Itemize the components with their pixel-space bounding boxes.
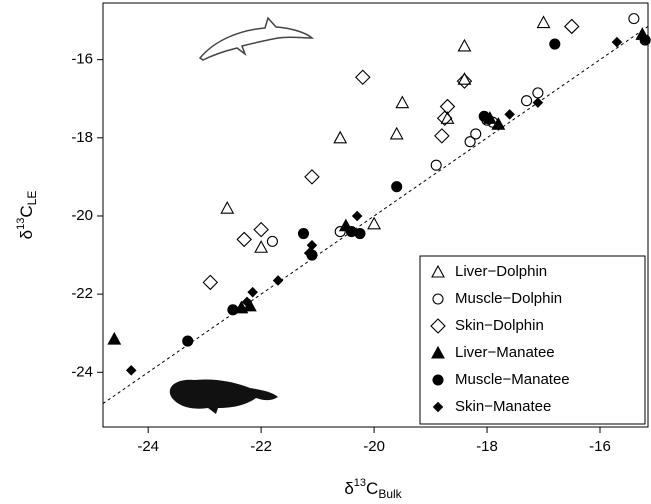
point [266,235,278,247]
y-tick-label: -18 [71,129,93,146]
x-label-sup: 13 [354,477,366,489]
plot-frame [102,2,649,428]
legend-label: Liver−Manatee [455,344,555,361]
point [297,228,310,240]
legend-marker [432,293,444,305]
y-label-main: C [17,205,36,217]
y-label-prefix: δ [17,230,36,239]
point [436,110,453,127]
point [563,18,580,35]
point [247,286,258,298]
legend-marker [430,318,446,334]
point [504,109,515,120]
point [355,69,371,86]
y-tick-label: -24 [71,363,93,380]
point [241,296,253,308]
legend-label: Skin−Dolphin [455,317,544,334]
point [549,38,561,50]
point [351,210,363,222]
legend-label: Skin−Manatee [455,398,551,415]
y-label-sub: LE [25,191,39,206]
point [491,116,506,130]
y-tick-label: -22 [71,285,93,302]
point [457,72,472,85]
point [457,38,472,52]
legend-label: Liver−Dolphin [455,263,547,280]
point [391,181,403,193]
y-label-sup: 13 [15,218,27,230]
point [182,335,194,347]
x-tick-label: -22 [250,438,272,455]
legend-label: Muscle−Manatee [455,371,570,388]
point [536,15,551,29]
y-tick-label: -20 [71,207,93,224]
x-tick-label: -18 [476,438,498,455]
legend-label: Muscle−Dolphin [455,290,562,307]
point [456,73,473,89]
point [470,128,482,140]
point [464,136,476,148]
point [303,247,315,259]
point [253,221,269,238]
legend-marker [432,401,444,413]
point [236,231,252,248]
point [521,95,533,107]
point [389,126,404,140]
x-tick-label: -20 [363,438,385,455]
point [306,240,318,251]
point [354,228,366,240]
x-label-main: C [366,479,378,498]
y-axis-label: δ13CLE [15,191,39,240]
point [430,159,442,171]
point [532,97,544,108]
point [439,98,456,115]
reference-line [102,26,649,404]
legend-marker [431,345,445,359]
point [628,13,640,25]
point [227,304,239,316]
x-tick-label: -16 [589,438,611,455]
legend: Liver−Dolphin Muscle−Dolphin Skin−Dolphin L… [419,255,646,425]
point [639,34,651,46]
point [395,95,410,109]
point [333,130,348,144]
legend-box [419,255,646,425]
y-tick-label: -16 [71,51,93,68]
legend-marker [431,264,445,278]
x-label-prefix: δ [344,479,353,498]
x-label-sub: Bulk [378,487,402,501]
point [125,365,137,376]
point [272,275,284,286]
point [434,128,450,144]
manatee-icon [169,379,278,414]
x-tick-label: -24 [137,438,159,455]
point [532,87,544,99]
point [478,110,490,122]
dolphin-icon [198,16,315,61]
point [367,216,382,230]
legend-marker [432,374,444,386]
point [202,274,219,291]
point [220,201,235,214]
point [254,240,269,253]
point [611,36,623,48]
point [304,169,320,185]
point [334,226,346,238]
point [107,331,122,345]
x-axis-label: δ13CBulk [344,477,402,501]
